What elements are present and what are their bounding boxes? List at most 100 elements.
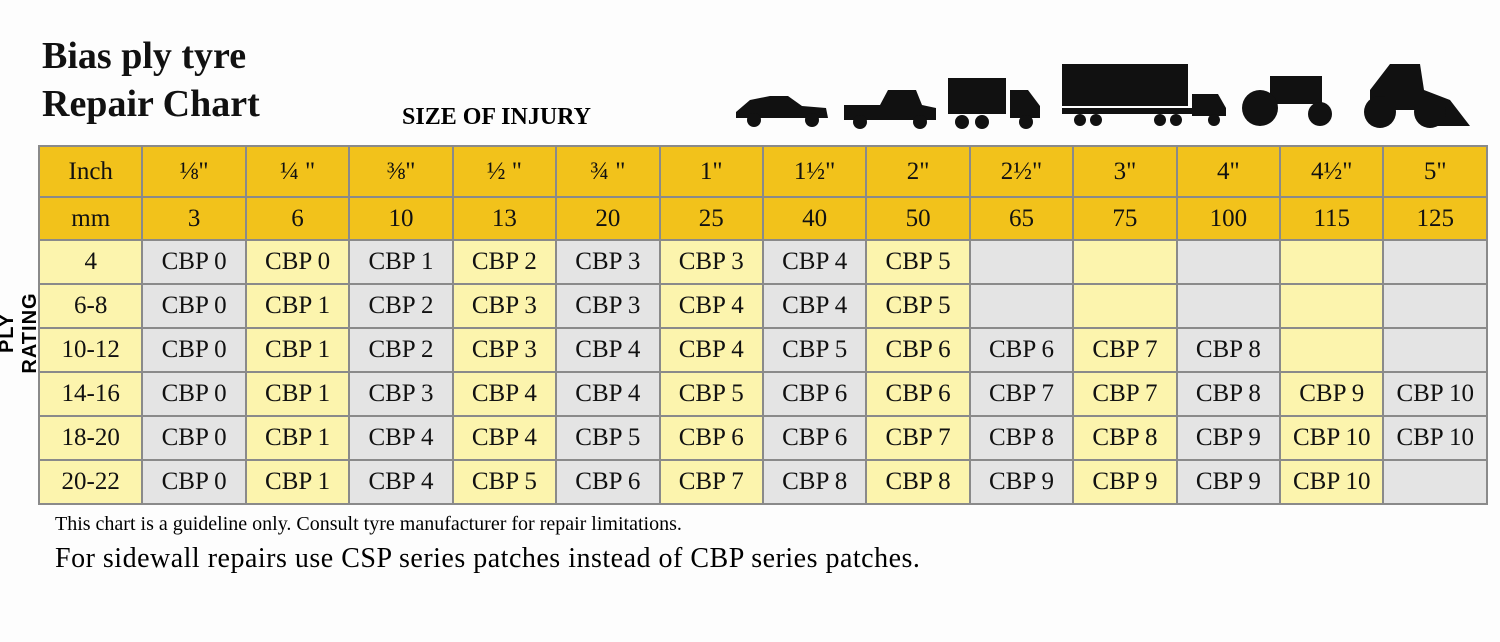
patch-cell: CBP 3	[658, 239, 764, 285]
inch-header: ¼ "	[244, 145, 351, 198]
mm-header: 6	[244, 196, 351, 241]
patch-cell: CBP 7	[1072, 371, 1178, 417]
patch-cell: CBP 0	[141, 283, 247, 329]
patch-cell: CBP 8	[968, 415, 1075, 461]
patch-cell: CBP 5	[658, 371, 764, 417]
mm-header: 115	[1279, 196, 1385, 241]
patch-cell: CBP 1	[244, 415, 351, 461]
patch-cell: CBP 5	[865, 239, 971, 285]
patch-cell	[1072, 283, 1178, 329]
ply-rating: 10-12	[37, 327, 144, 373]
patch-cell	[1382, 239, 1488, 285]
mm-header: 13	[451, 196, 558, 241]
patch-cell: CBP 1	[244, 459, 351, 505]
patch-cell: CBP 0	[141, 459, 247, 505]
table-row: 6-8 CBP 0 CBP 1 CBP 2 CBP 3 CBP 3 CBP 4 CBP 4 CB…	[37, 283, 1488, 329]
patch-cell: CBP 0	[141, 371, 247, 417]
patch-cell: CBP 8	[1175, 327, 1282, 373]
patch-cell: CBP 4	[451, 415, 558, 461]
ply-rating: 18-20	[37, 415, 144, 461]
patch-cell	[1175, 239, 1282, 285]
patch-cell: CBP 7	[1072, 327, 1178, 373]
patch-cell: CBP 2	[348, 283, 454, 329]
patch-cell: CBP 0	[141, 415, 247, 461]
patch-cell: CBP 1	[244, 283, 351, 329]
patch-cell: CBP 3	[451, 283, 558, 329]
patch-cell: CBP 9	[1072, 459, 1178, 505]
table-row: Inch ⅛" ¼ " ⅜" ½ " ¾ " 1" 1½" 2" 2½" 3" 4" 4½" 5"	[37, 145, 1488, 198]
table-row: 20-22 CBP 0 CBP 1 CBP 4 CBP 5 CBP 6 CBP 7 CBP 8…	[37, 459, 1488, 505]
repair-table: Inch ⅛" ¼ " ⅜" ½ " ¾ " 1" 1½" 2" 2½" 3" 4" 4½" 5" mm 3 6…	[37, 145, 1488, 505]
patch-cell: CBP 8	[865, 459, 971, 505]
patch-cell	[1279, 283, 1385, 329]
patch-cell: CBP 7	[865, 415, 971, 461]
patch-cell: CBP 6	[865, 327, 971, 373]
patch-cell: CBP 10	[1382, 415, 1488, 461]
mm-header: 100	[1175, 196, 1282, 241]
inch-header: 3"	[1072, 145, 1178, 198]
patch-cell	[968, 283, 1075, 329]
patch-cell: CBP 10	[1382, 371, 1488, 417]
patch-cell	[1279, 239, 1385, 285]
mm-header: 75	[1072, 196, 1178, 241]
size-label: SIZE OF INJURY	[402, 104, 591, 130]
patch-cell: CBP 9	[1175, 459, 1282, 505]
patch-cell: CBP 1	[244, 371, 351, 417]
patch-cell: CBP 2	[451, 239, 558, 285]
patch-cell: CBP 4	[555, 327, 661, 373]
patch-cell: CBP 10	[1279, 459, 1385, 505]
side-label: PLY RATING	[0, 292, 41, 374]
patch-cell: CBP 5	[555, 415, 661, 461]
patch-cell: CBP 9	[968, 459, 1075, 505]
patch-cell: CBP 6	[761, 415, 868, 461]
ply-rating: 20-22	[37, 459, 144, 505]
ply-rating: 14-16	[37, 371, 144, 417]
ply-rating: 6-8	[37, 283, 144, 329]
table-row: 4 CBP 0 CBP 0 CBP 1 CBP 2 CBP 3 CBP 3 CBP 4 CBP …	[37, 239, 1488, 285]
title: Repair Chart	[42, 83, 260, 125]
patch-cell: CBP 0	[141, 239, 247, 285]
patch-cell: CBP 9	[1175, 415, 1282, 461]
patch-cell: CBP 1	[348, 239, 454, 285]
note: For sidewall repairs use CSP series patc…	[55, 543, 921, 574]
patch-cell	[1382, 327, 1488, 373]
inch-header: 1½"	[761, 145, 868, 198]
patch-cell: CBP 4	[451, 371, 558, 417]
patch-cell: CBP 6	[968, 327, 1075, 373]
table-row: 14-16 CBP 0 CBP 1 CBP 3 CBP 4 CBP 4 CBP 5 CBP 6…	[37, 371, 1488, 417]
inch-header: 4½"	[1279, 145, 1385, 198]
mm-header: 3	[141, 196, 247, 241]
inch-header: 5"	[1382, 145, 1488, 198]
patch-cell: CBP 9	[1279, 371, 1385, 417]
mm-header: 50	[865, 196, 971, 241]
mm-header: 65	[968, 196, 1075, 241]
patch-cell: CBP 6	[865, 371, 971, 417]
patch-cell: CBP 4	[658, 327, 764, 373]
patch-cell: CBP 6	[555, 459, 661, 505]
patch-cell: CBP 7	[658, 459, 764, 505]
inch-header: 2½"	[968, 145, 1075, 198]
inch-header: ¾ "	[555, 145, 661, 198]
patch-cell: CBP 4	[348, 415, 454, 461]
patch-cell: CBP 3	[348, 371, 454, 417]
inch-header: ⅛"	[141, 145, 247, 198]
patch-cell: CBP 2	[348, 327, 454, 373]
title: Bias ply tyre	[42, 35, 247, 77]
patch-cell: CBP 4	[658, 283, 764, 329]
patch-cell: CBP 0	[141, 327, 247, 373]
ply-rating: 4	[37, 239, 144, 285]
patch-cell	[968, 239, 1075, 285]
mm-header: 40	[761, 196, 868, 241]
patch-cell: CBP 0	[244, 239, 351, 285]
table-row: 10-12 CBP 0 CBP 1 CBP 2 CBP 3 CBP 4 CBP 4 CBP 5…	[37, 327, 1488, 373]
patch-cell	[1382, 459, 1488, 505]
mm-header: 20	[555, 196, 661, 241]
patch-cell: CBP 3	[451, 327, 558, 373]
patch-cell: CBP 5	[865, 283, 971, 329]
vehicle-icons	[736, 64, 1470, 129]
row-header: Inch	[37, 145, 144, 198]
inch-header: ⅜"	[348, 145, 454, 198]
inch-header: 2"	[865, 145, 971, 198]
